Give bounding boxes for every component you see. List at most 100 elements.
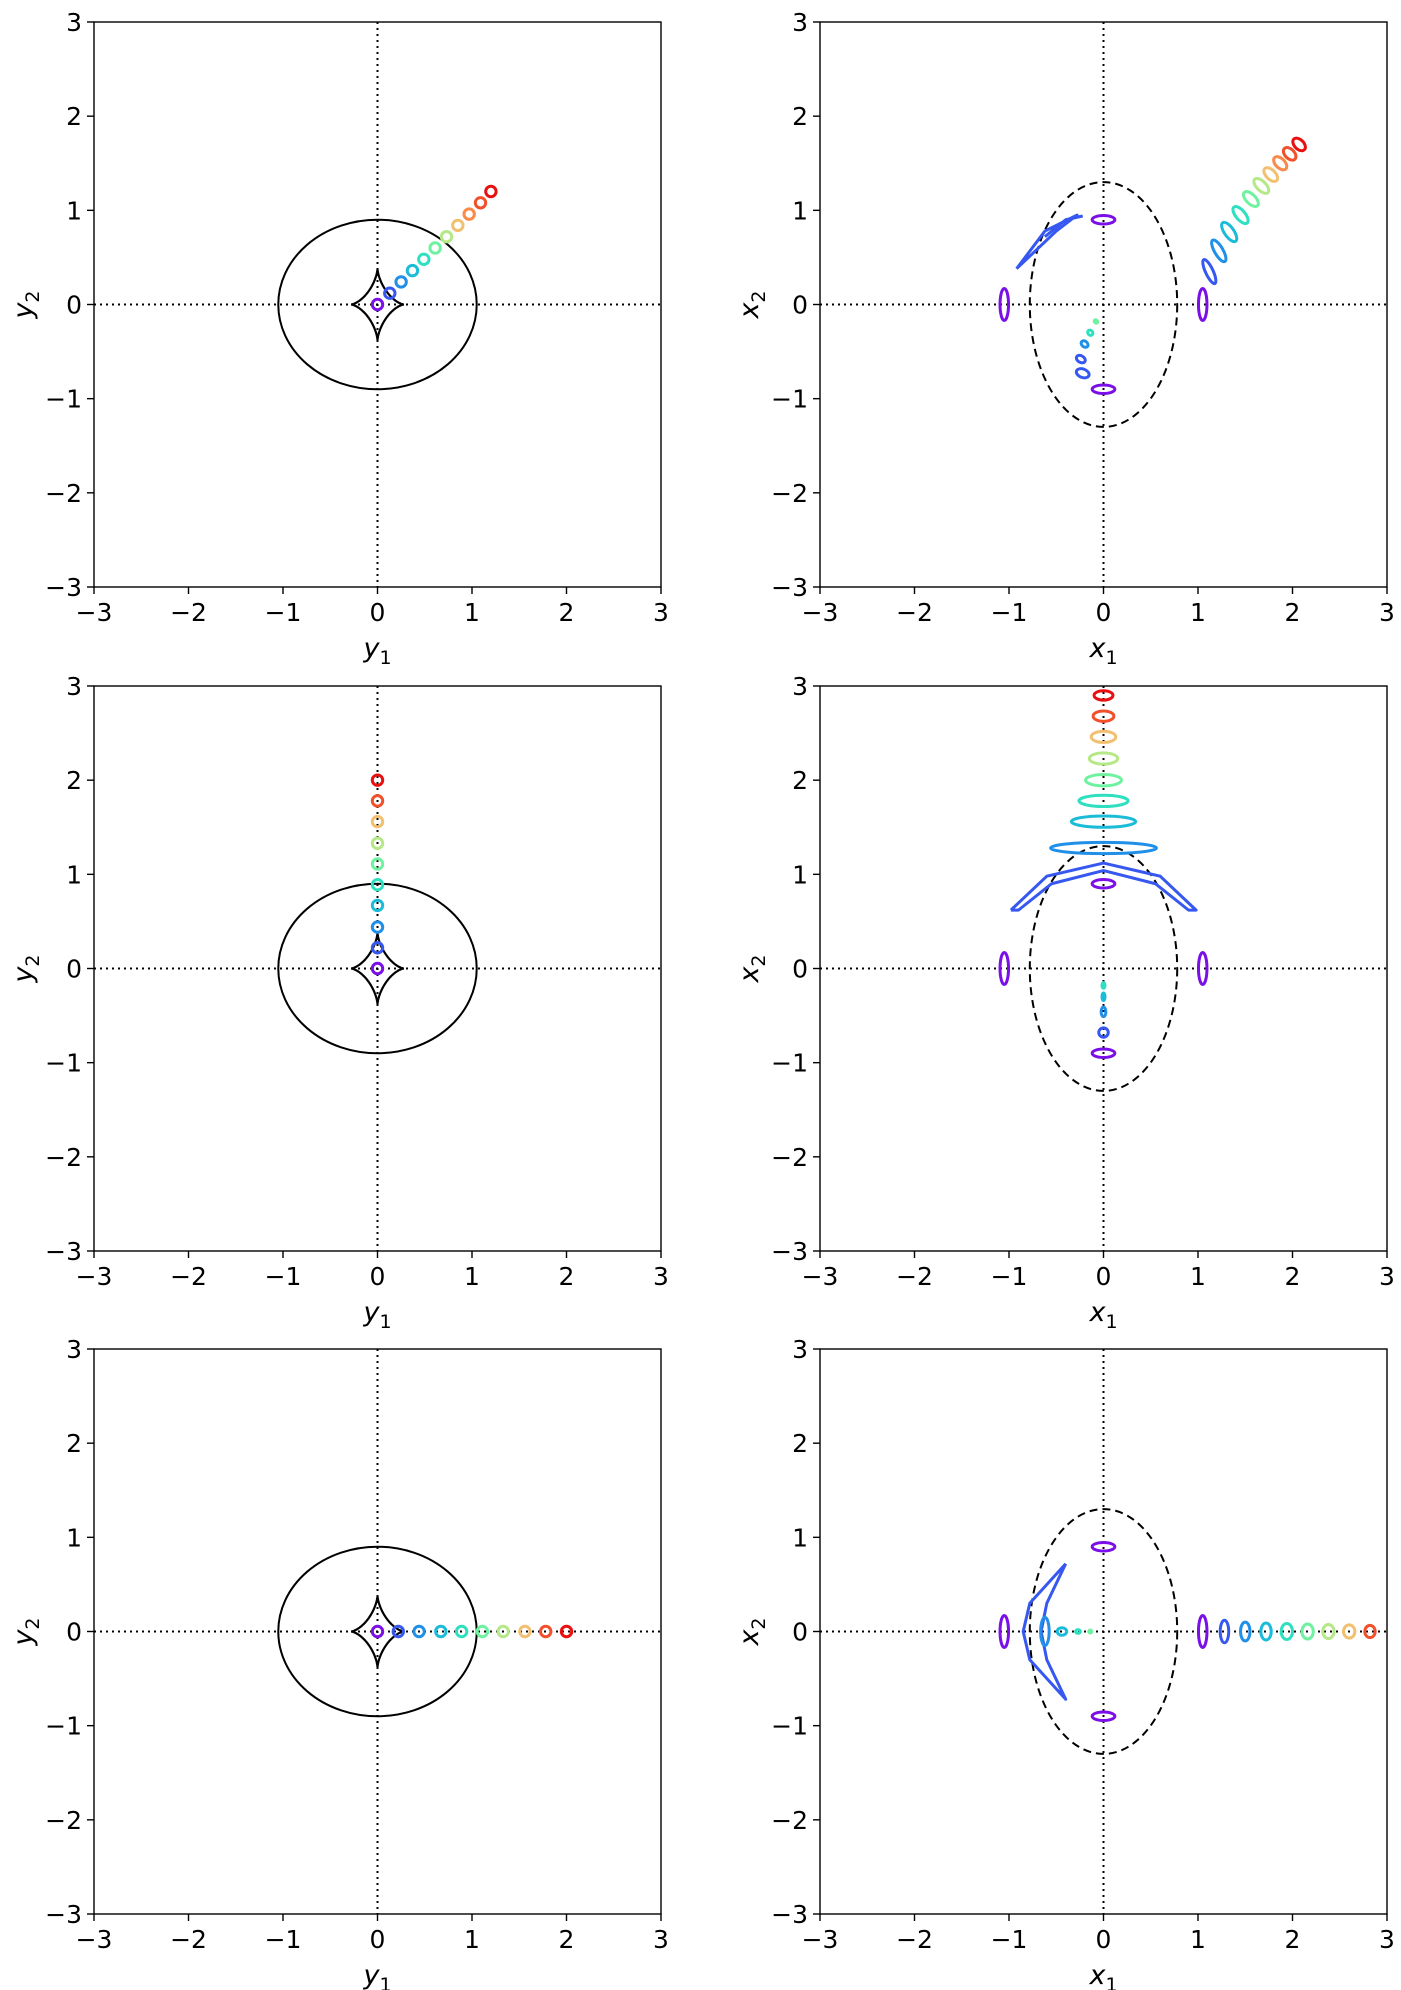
- y-axis-label: x2: [734, 290, 770, 319]
- panel-p5: −3−3 −2 −2 −1 −1 0 0 1 1 2 2 3 3 y1 y2: [8, 1335, 669, 1990]
- caustic-ellipse: [277, 218, 478, 391]
- x-tick-label: 0: [1096, 1262, 1112, 1291]
- image-ellipse: [1220, 220, 1239, 244]
- y-tick-label: −2: [45, 1143, 82, 1172]
- panel-p4: −3−3 −2 −2 −1 −1 0 0 1 1 2 2 3 3 x1 x2: [734, 672, 1395, 1333]
- x-tick-label: 1: [464, 1925, 480, 1954]
- image-ellipse: [1074, 1628, 1082, 1635]
- image-ellipse: [1231, 205, 1250, 226]
- y-tick-label: 3: [792, 672, 808, 701]
- source-circle: [412, 1624, 426, 1639]
- y-tick-label: 0: [66, 291, 82, 320]
- x-tick-label: −1: [265, 598, 302, 627]
- panel-p1: −3−3 −2 −2 −1 −1 0 0 1 1 2 2 3 3 y1 y2: [8, 8, 669, 669]
- source-circle: [394, 275, 408, 289]
- x-tick-label: 0: [370, 1925, 386, 1954]
- y-tick-label: −2: [45, 1806, 82, 1835]
- x-tick-label: 3: [1379, 1262, 1395, 1291]
- y-tick-label: 2: [66, 766, 82, 795]
- x-tick-label: −1: [265, 1262, 302, 1291]
- image-ellipse: [1084, 773, 1123, 788]
- image-ellipse: [1279, 1621, 1294, 1642]
- y-tick-label: 3: [792, 1335, 808, 1364]
- image-ellipse: [1210, 238, 1228, 264]
- source-circle: [428, 241, 442, 255]
- source-circle: [462, 207, 476, 221]
- x-tick-label: 2: [559, 598, 575, 627]
- image-ellipse: [1074, 367, 1091, 380]
- x-tick-label: 3: [653, 598, 669, 627]
- image-ellipse: [1069, 814, 1138, 829]
- y-tick-label: 2: [66, 1429, 82, 1458]
- source-circle: [559, 1624, 574, 1639]
- source-circle: [370, 814, 385, 829]
- y-tick-label: 3: [66, 1335, 82, 1364]
- image-ellipse: [998, 950, 1011, 987]
- x-tick-label: 2: [1285, 1925, 1301, 1954]
- source-circle: [518, 1624, 532, 1639]
- x-tick-label: −3: [76, 598, 113, 627]
- source-circle: [370, 961, 385, 976]
- image-ellipse: [1097, 1026, 1110, 1039]
- y-tick-label: 1: [792, 860, 808, 889]
- y-axis-label: y2: [8, 290, 44, 319]
- x-tick-label: 3: [1379, 598, 1395, 627]
- image-ellipse: [1087, 1628, 1094, 1635]
- source-circle: [370, 1624, 385, 1639]
- x-tick-label: 0: [1096, 598, 1112, 627]
- source-circle: [370, 794, 385, 808]
- caustic-astroid: [350, 268, 405, 341]
- image-arc: [1009, 861, 1198, 912]
- image-ellipse: [1201, 257, 1218, 286]
- y-tick-label: −1: [45, 1712, 82, 1741]
- y-tick-label: 0: [792, 291, 808, 320]
- source-circle: [451, 218, 465, 233]
- source-circle: [370, 836, 385, 850]
- image-ellipse: [1099, 1005, 1108, 1019]
- y-tick-label: 1: [66, 1523, 82, 1552]
- y-axis-label: y2: [8, 954, 44, 983]
- y-tick-label: 1: [792, 1523, 808, 1552]
- x-tick-label: 3: [653, 1925, 669, 1954]
- x-tick-label: 1: [1190, 1262, 1206, 1291]
- image-ellipse: [1089, 729, 1118, 744]
- image-ellipse: [1092, 689, 1115, 702]
- y-tick-label: 3: [66, 8, 82, 37]
- image-ellipse: [1090, 1047, 1117, 1059]
- image-ellipse: [1218, 1618, 1231, 1645]
- y-tick-label: −2: [771, 479, 808, 508]
- y-axis-label: x2: [734, 954, 770, 983]
- y-tick-label: −1: [771, 1049, 808, 1078]
- plot-area: [820, 686, 1387, 1251]
- y-tick-label: 0: [66, 1618, 82, 1647]
- image-ellipse: [1300, 1622, 1315, 1641]
- image-ellipse: [1090, 1541, 1117, 1553]
- x-tick-label: −1: [991, 1262, 1028, 1291]
- source-circle: [370, 920, 385, 934]
- image-ellipse: [1091, 709, 1116, 723]
- image-ellipse: [1363, 1623, 1377, 1640]
- y-tick-label: 0: [66, 955, 82, 984]
- x-tick-label: −2: [170, 598, 207, 627]
- y-tick-label: 2: [792, 1429, 808, 1458]
- x-tick-label: −3: [76, 1262, 113, 1291]
- y-tick-label: 1: [66, 860, 82, 889]
- image-ellipse: [1239, 1620, 1252, 1643]
- source-circle: [454, 1624, 469, 1639]
- x-tick-label: −3: [802, 1925, 839, 1954]
- x-tick-label: 1: [1190, 1925, 1206, 1954]
- y-tick-label: −2: [771, 1806, 808, 1835]
- x-tick-label: 2: [1285, 598, 1301, 627]
- x-tick-label: −3: [802, 598, 839, 627]
- image-ellipse: [1321, 1622, 1336, 1641]
- image-ellipse: [1196, 950, 1209, 987]
- image-ellipse: [1259, 1621, 1273, 1642]
- source-circle: [434, 1624, 448, 1639]
- source-circle: [417, 252, 431, 266]
- y-tick-label: 2: [792, 766, 808, 795]
- x-tick-label: 1: [464, 1262, 480, 1291]
- y-tick-label: −3: [45, 1237, 82, 1266]
- y-tick-label: −1: [771, 1712, 808, 1741]
- image-ellipse: [1342, 1623, 1357, 1640]
